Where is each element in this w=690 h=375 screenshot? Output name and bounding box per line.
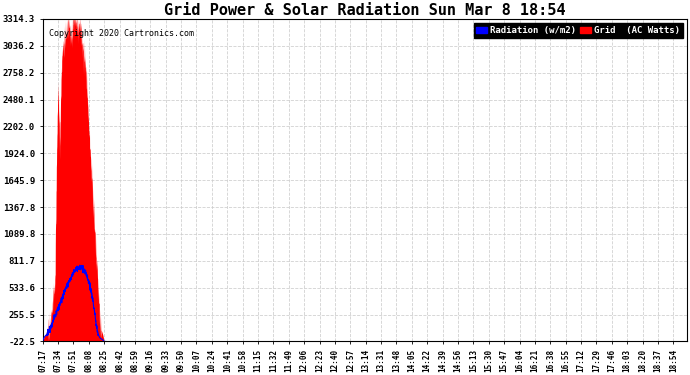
Legend: Radiation (w/m2), Grid  (AC Watts): Radiation (w/m2), Grid (AC Watts) bbox=[474, 24, 682, 38]
Title: Grid Power & Solar Radiation Sun Mar 8 18:54: Grid Power & Solar Radiation Sun Mar 8 1… bbox=[164, 3, 566, 18]
Text: Copyright 2020 Cartronics.com: Copyright 2020 Cartronics.com bbox=[49, 28, 194, 38]
